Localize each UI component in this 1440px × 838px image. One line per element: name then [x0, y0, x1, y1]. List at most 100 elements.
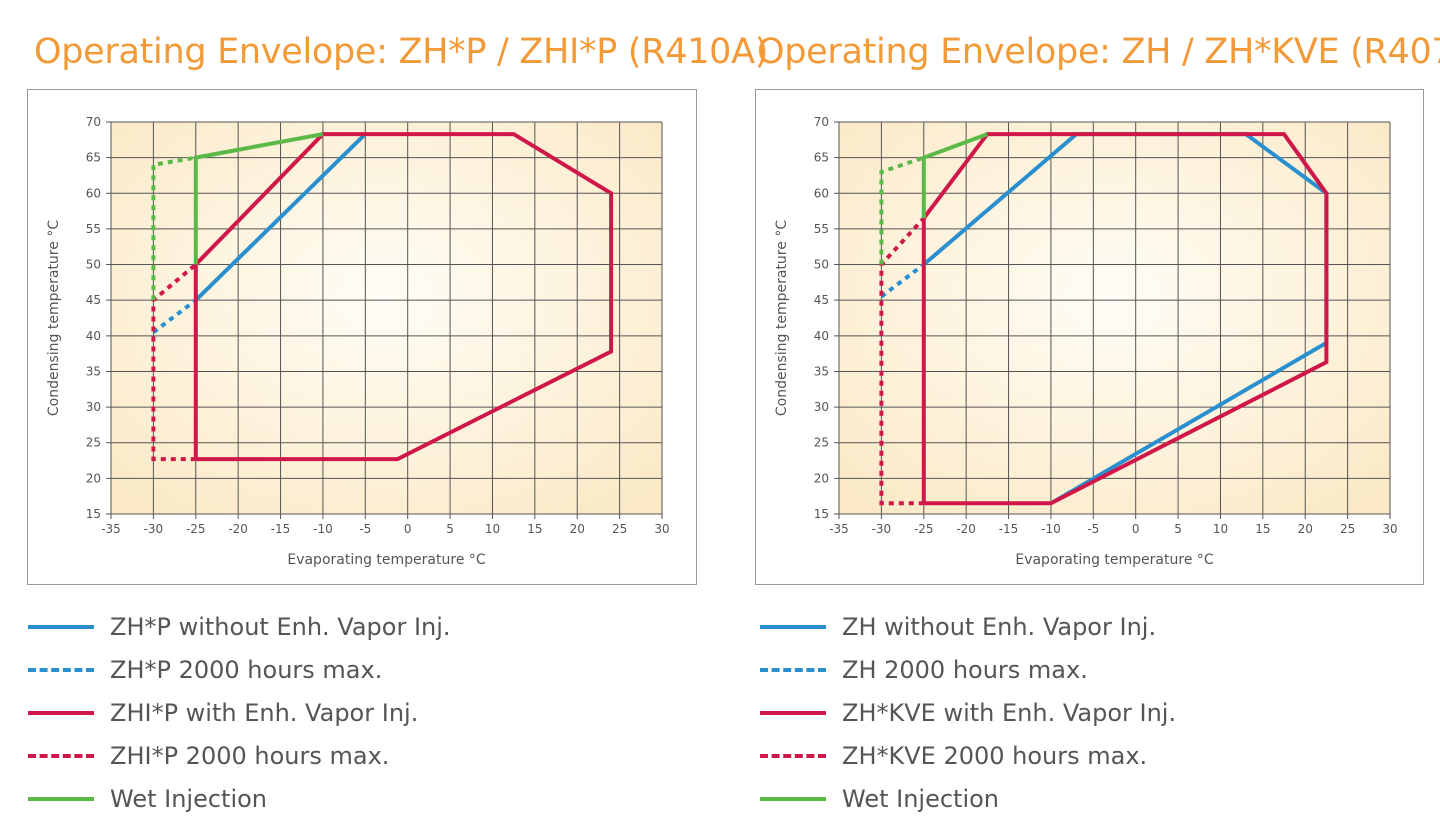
- x-tick-label: 20: [570, 522, 585, 536]
- x-tick-label: -35: [101, 522, 121, 536]
- y-axis-label: Condensing temperature °C: [774, 220, 790, 416]
- x-tick-label: -15: [271, 522, 291, 536]
- x-tick-label: 25: [612, 522, 627, 536]
- legend-left: ZH*P without Enh. Vapor Inj. ZH*P 2000 h…: [28, 605, 451, 820]
- x-tick-label: -20: [228, 522, 248, 536]
- chart-panel-left: Operating Envelope: ZH*P / ZHI*P (R410A)…: [0, 0, 769, 838]
- y-tick-label: 50: [86, 258, 101, 272]
- y-tick-label: 25: [86, 436, 101, 450]
- series-line: [151, 262, 198, 462]
- x-tick-label: -20: [956, 522, 976, 536]
- series-line: [193, 132, 324, 265]
- y-tick-label: 35: [814, 364, 829, 378]
- legend-swatch: [28, 796, 94, 801]
- chart-title: Operating Envelope: ZH / ZH*KVE (R407C): [757, 32, 1440, 72]
- x-tick-label: -5: [1087, 522, 1099, 536]
- legend-swatch: [760, 796, 826, 801]
- x-axis-label: Evaporating temperature °C: [287, 552, 486, 568]
- y-tick-label: 25: [814, 436, 829, 450]
- x-tick-label: 30: [1382, 522, 1397, 536]
- x-tick-label: -10: [1041, 522, 1061, 536]
- series-line: [879, 155, 925, 265]
- legend-item: ZH*KVE with Enh. Vapor Inj.: [760, 691, 1176, 734]
- x-tick-label: 0: [1132, 522, 1140, 536]
- legend-swatch: [760, 624, 826, 629]
- x-tick-label: -5: [359, 522, 371, 536]
- y-tick-label: 40: [86, 329, 101, 343]
- x-tick-label: -35: [829, 522, 849, 536]
- legend-item: ZH 2000 hours max.: [760, 648, 1176, 691]
- series-line: [193, 132, 614, 462]
- y-tick-label: 20: [86, 471, 101, 485]
- x-tick-label: 30: [654, 522, 669, 536]
- y-tick-label: 20: [814, 471, 829, 485]
- y-tick-label: 55: [814, 222, 829, 236]
- legend-label: ZHI*P with Enh. Vapor Inj.: [110, 698, 419, 727]
- legend-swatch: [760, 753, 826, 758]
- legend-label: ZH 2000 hours max.: [842, 655, 1088, 684]
- chart-right: -35 -30 -25 -20 -15 -10 -5 0 5 10 15 20 25 30 15 20 25 30…: [755, 89, 1424, 585]
- chart-left: -35 -30 -25 -20 -15 -10 -5 0 5 10 15 20 25 30 15 20 25 30…: [27, 89, 697, 585]
- y-tick-label: 35: [86, 364, 101, 378]
- legend-item: ZH*P 2000 hours max.: [28, 648, 451, 691]
- legend-item: ZH without Enh. Vapor Inj.: [760, 605, 1176, 648]
- series-line: [922, 132, 1329, 506]
- legend-item: Wet Injection: [28, 777, 451, 820]
- x-tick-label: -25: [186, 522, 206, 536]
- legend-label: ZH*P without Enh. Vapor Inj.: [110, 612, 451, 641]
- x-tick-label: 0: [404, 522, 412, 536]
- plot-area: [111, 122, 662, 514]
- series-line: [151, 155, 197, 301]
- legend-swatch: [28, 667, 94, 672]
- y-tick-label: 60: [86, 186, 101, 200]
- legend-label: ZH without Enh. Vapor Inj.: [842, 612, 1157, 641]
- legend-label: ZH*KVE with Enh. Vapor Inj.: [842, 698, 1177, 727]
- series-line: [194, 132, 367, 302]
- legend-swatch: [760, 667, 826, 672]
- y-tick-label: 65: [814, 151, 829, 165]
- x-tick-label: -30: [872, 522, 892, 536]
- legend-item: Wet Injection: [760, 777, 1176, 820]
- series-line: [921, 132, 1329, 506]
- legend-swatch: [28, 710, 94, 715]
- y-tick-label: 30: [86, 400, 101, 414]
- legend-item: ZHI*P with Enh. Vapor Inj.: [28, 691, 451, 734]
- legend-item: ZH*KVE 2000 hours max.: [760, 734, 1176, 777]
- y-tick-label: 30: [814, 400, 829, 414]
- y-tick-label: 70: [814, 115, 829, 129]
- y-tick-label: 60: [814, 186, 829, 200]
- series-line: [921, 132, 988, 219]
- legend-swatch: [28, 624, 94, 629]
- legend-swatch: [28, 753, 94, 758]
- x-tick-label: 5: [446, 522, 454, 536]
- legend-label: ZH*KVE 2000 hours max.: [842, 741, 1148, 770]
- x-tick-label: -25: [914, 522, 934, 536]
- legend-item: ZH*P without Enh. Vapor Inj.: [28, 605, 451, 648]
- chart-title: Operating Envelope: ZH*P / ZHI*P (R410A): [34, 32, 769, 72]
- legend-swatch: [760, 710, 826, 715]
- chart-frame: [755, 89, 1424, 585]
- x-tick-label: 15: [1255, 522, 1270, 536]
- y-tick-label: 45: [86, 293, 101, 307]
- x-tick-label: -15: [999, 522, 1019, 536]
- x-tick-label: 5: [1174, 522, 1182, 536]
- x-tick-label: 25: [1340, 522, 1355, 536]
- series-line: [152, 298, 198, 334]
- plot-area: [839, 122, 1390, 514]
- y-tick-label: 55: [86, 222, 101, 236]
- x-tick-label: -30: [144, 522, 164, 536]
- x-tick-label: 20: [1298, 522, 1313, 536]
- y-tick-label: 15: [814, 507, 829, 521]
- series-line: [880, 262, 926, 299]
- legend-label: Wet Injection: [110, 784, 268, 813]
- legend-item: ZHI*P 2000 hours max.: [28, 734, 451, 777]
- legend-right: ZH without Enh. Vapor Inj. ZH 2000 hours…: [760, 605, 1176, 820]
- chart-panel-right: Operating Envelope: ZH / ZH*KVE (R407C) …: [727, 0, 1440, 838]
- y-axis-label: Condensing temperature °C: [46, 220, 62, 416]
- y-tick-label: 40: [814, 329, 829, 343]
- chart-frame: [27, 89, 697, 585]
- x-tick-label: 10: [485, 522, 500, 536]
- y-tick-label: 15: [86, 507, 101, 521]
- y-tick-label: 50: [814, 258, 829, 272]
- y-tick-label: 45: [814, 293, 829, 307]
